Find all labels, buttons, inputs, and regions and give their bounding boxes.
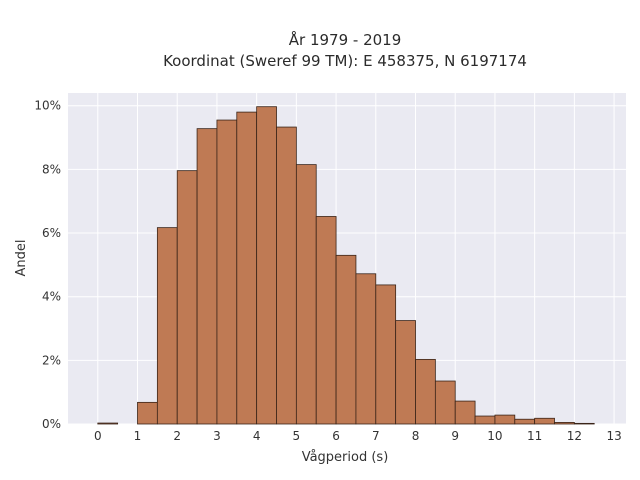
histogram-bar bbox=[514, 418, 536, 425]
histogram-bar bbox=[415, 358, 436, 425]
x-tick-label: 6 bbox=[332, 429, 340, 443]
histogram-bar bbox=[236, 111, 258, 425]
x-tick-label: 4 bbox=[253, 429, 261, 443]
x-tick-label: 1 bbox=[134, 429, 142, 443]
histogram-bar bbox=[335, 254, 357, 425]
histogram-bar bbox=[395, 320, 416, 425]
y-tick-label: 8% bbox=[42, 162, 61, 176]
y-axis-title: Andel bbox=[14, 240, 29, 277]
x-axis-ticks: 0 1 2 3 4 5 6 7 8 9 10 11 12 13 bbox=[94, 429, 622, 443]
y-tick-label: 4% bbox=[42, 290, 61, 304]
histogram-bar bbox=[434, 380, 456, 425]
y-tick-label: 2% bbox=[42, 353, 61, 367]
x-tick-label: 5 bbox=[293, 429, 301, 443]
histogram-bar bbox=[375, 284, 397, 425]
histogram-bar bbox=[494, 414, 516, 425]
histogram-bar bbox=[315, 216, 337, 425]
histogram-bar bbox=[454, 400, 476, 425]
x-tick-label: 10 bbox=[487, 429, 502, 443]
histogram-bar bbox=[176, 170, 198, 425]
bar-series bbox=[97, 106, 595, 425]
x-tick-label: 12 bbox=[567, 429, 582, 443]
histogram-bar bbox=[156, 227, 178, 425]
x-tick-label: 8 bbox=[412, 429, 420, 443]
histogram-bar bbox=[276, 126, 297, 425]
chart-subtitle: Koordinat (Sweref 99 TM): E 458375, N 61… bbox=[163, 52, 527, 70]
y-tick-label: 10% bbox=[34, 99, 61, 113]
x-axis-title: Vågperiod (s) bbox=[302, 450, 389, 465]
histogram-bar bbox=[216, 119, 238, 425]
histogram-bar bbox=[573, 422, 595, 425]
histogram-bar bbox=[196, 128, 218, 425]
y-axis-ticks: 0% 2% 4% 6% 8% 10% bbox=[34, 99, 61, 431]
histogram-bar bbox=[474, 415, 496, 425]
x-tick-label: 7 bbox=[372, 429, 380, 443]
histogram-bar bbox=[554, 422, 575, 425]
chart-title: År 1979 - 2019 bbox=[289, 30, 402, 49]
y-tick-label: 6% bbox=[42, 226, 61, 240]
histogram-bar bbox=[295, 164, 317, 425]
x-tick-label: 2 bbox=[173, 429, 181, 443]
x-tick-label: 11 bbox=[527, 429, 542, 443]
histogram-bar bbox=[256, 106, 277, 425]
x-tick-label: 9 bbox=[451, 429, 459, 443]
histogram-bar bbox=[355, 273, 377, 425]
histogram-bar bbox=[534, 417, 555, 425]
histogram-bar bbox=[137, 401, 158, 425]
x-tick-label: 13 bbox=[606, 429, 621, 443]
x-tick-label: 3 bbox=[213, 429, 221, 443]
histogram-bar bbox=[97, 422, 119, 425]
x-tick-label: 0 bbox=[94, 429, 102, 443]
y-tick-label: 0% bbox=[42, 417, 61, 431]
